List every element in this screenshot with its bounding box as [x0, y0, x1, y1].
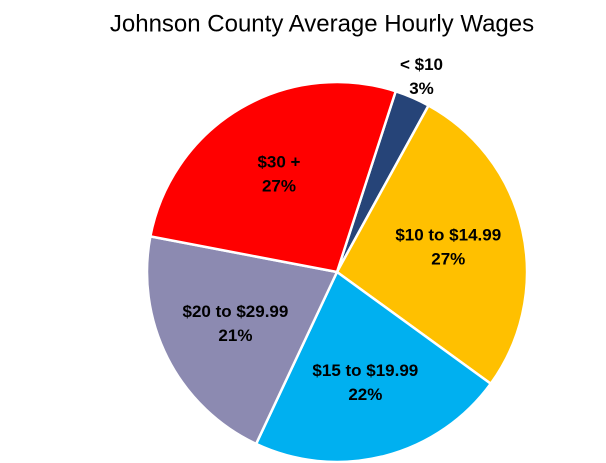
pie-slice: [145, 234, 339, 446]
slice-value-label: 27%: [431, 250, 465, 269]
slice-label: $20 to $29.99: [182, 302, 288, 321]
slice-label: $30 +: [257, 152, 300, 171]
slice-value-label: 21%: [218, 326, 252, 345]
pie-slice: [335, 103, 529, 386]
pie-slice: [148, 80, 398, 274]
slice-label: $10 to $14.99: [395, 226, 501, 245]
slice-value-label: 22%: [348, 385, 382, 404]
slice-value-label: 3%: [409, 79, 434, 98]
slice-value-label: 27%: [262, 176, 296, 195]
slice-label: < $10: [400, 55, 443, 74]
chart-title: Johnson County Average Hourly Wages: [110, 10, 534, 37]
slice-label: $15 to $19.99: [312, 361, 418, 380]
